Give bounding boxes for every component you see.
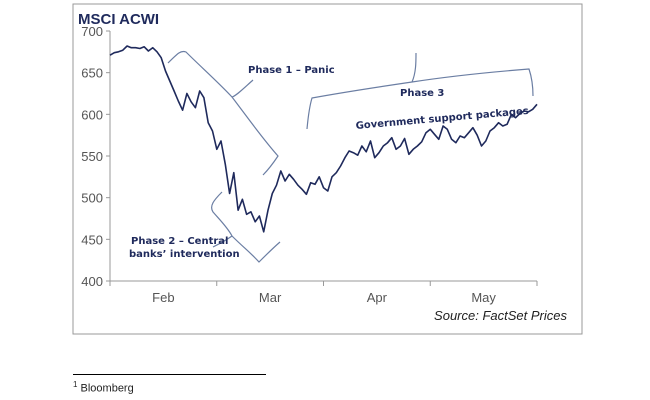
y-tick-label: 450 bbox=[81, 232, 103, 247]
x-tick-label: Feb bbox=[152, 290, 174, 305]
phase2-brace bbox=[210, 191, 281, 263]
footnote-marker: 1 bbox=[73, 380, 78, 389]
y-axis: 700 650 600 550 500 450 400 bbox=[81, 24, 111, 289]
x-tick-label: May bbox=[471, 290, 496, 305]
phase1-brace bbox=[167, 50, 279, 176]
y-tick-label: 700 bbox=[81, 24, 103, 39]
series-layer bbox=[109, 45, 538, 233]
phase2-label-line2: banks’ intervention bbox=[129, 249, 240, 260]
series-line bbox=[109, 45, 538, 233]
chart-frame bbox=[72, 3, 583, 335]
footnote: 1 Bloomberg bbox=[73, 380, 134, 395]
phase3-label-line1: Phase 3 bbox=[400, 88, 444, 99]
y-tick-label: 650 bbox=[81, 66, 103, 81]
y-tick-label: 500 bbox=[81, 191, 103, 206]
y-tick-label: 400 bbox=[81, 274, 103, 289]
footnote-text: Bloomberg bbox=[80, 382, 134, 395]
footnote-rule bbox=[73, 374, 266, 375]
chart-source: Source: FactSet Prices bbox=[434, 308, 567, 323]
x-axis: Feb Mar Apr May bbox=[109, 280, 538, 305]
phase1-label: Phase 1 – Panic bbox=[248, 65, 335, 76]
x-tick-label: Apr bbox=[367, 290, 388, 305]
phase-braces bbox=[167, 50, 534, 263]
chart-title: MSCI ACWI bbox=[78, 11, 159, 28]
y-tick-label: 600 bbox=[81, 107, 103, 122]
phase3-brace bbox=[306, 52, 534, 130]
phase2-label-line1: Phase 2 – Central bbox=[131, 236, 228, 247]
x-tick-label: Mar bbox=[259, 290, 282, 305]
y-tick-label: 550 bbox=[81, 149, 103, 164]
